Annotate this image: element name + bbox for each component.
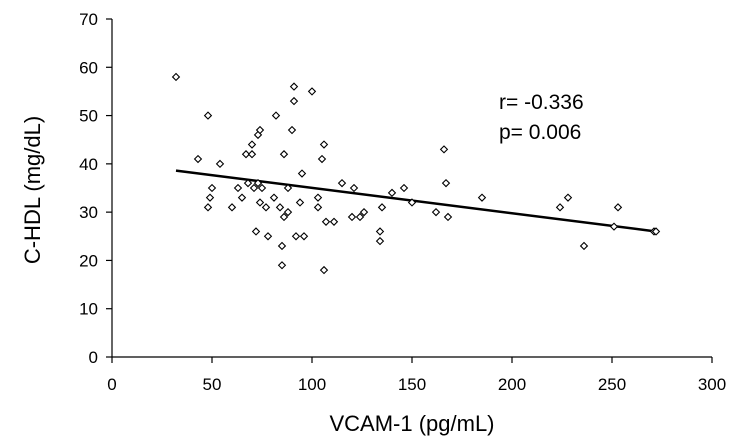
data-point (377, 203, 387, 212)
x-tick-label: 50 (203, 375, 222, 394)
data-point (555, 203, 565, 212)
data-point (439, 145, 449, 154)
data-point (387, 188, 397, 198)
data-point (253, 178, 263, 188)
data-point (249, 183, 259, 193)
data-point (321, 217, 331, 226)
regression-trendline (175, 169, 657, 233)
data-point (651, 227, 661, 236)
data-point (329, 217, 339, 226)
data-point (399, 183, 409, 193)
data-point (319, 265, 329, 275)
y-axis-ticks: 0 10 20 30 40 50 60 70 (79, 10, 112, 367)
data-point (261, 203, 271, 212)
data-point (207, 183, 217, 193)
x-tick-label: 200 (498, 375, 526, 394)
data-point (283, 207, 293, 217)
data-point (375, 227, 385, 236)
data-point (563, 193, 573, 202)
data-point (255, 198, 265, 207)
x-tick-label: 100 (298, 375, 326, 394)
x-tick-label: 250 (598, 375, 626, 394)
data-point (443, 212, 453, 222)
data-point (289, 96, 299, 106)
y-tick-label: 70 (79, 10, 98, 29)
data-point (289, 82, 299, 91)
data-points (171, 72, 661, 275)
data-point (271, 111, 281, 120)
data-point (477, 193, 487, 202)
data-point (349, 183, 359, 193)
axes (111, 19, 712, 358)
data-point (609, 222, 619, 231)
data-point (295, 198, 305, 207)
data-point (237, 193, 247, 202)
y-axis-title: C-HDL (mg/dL) (20, 116, 45, 264)
data-point (227, 203, 237, 212)
data-point (205, 193, 215, 202)
x-tick-label: 150 (398, 375, 426, 394)
data-point (257, 183, 267, 193)
data-point (613, 203, 623, 212)
data-point (299, 232, 309, 241)
y-tick-label: 20 (79, 251, 98, 270)
data-point (317, 154, 327, 164)
y-tick-label: 10 (79, 300, 98, 319)
y-tick-label: 60 (79, 58, 98, 77)
data-point (277, 241, 287, 251)
data-point (193, 154, 203, 164)
y-tick-label: 0 (89, 348, 98, 367)
x-axis-title: VCAM-1 (pg/mL) (329, 411, 494, 436)
x-tick-label: 300 (698, 375, 726, 394)
data-point (313, 203, 323, 212)
data-point (337, 178, 347, 188)
y-tick-label: 50 (79, 107, 98, 126)
data-point (297, 169, 307, 178)
data-point (279, 150, 289, 159)
y-tick-label: 30 (79, 203, 98, 222)
correlation-r-annotation: r= -0.336 (499, 91, 584, 114)
data-point (203, 111, 213, 120)
data-point (347, 212, 357, 222)
data-point (171, 72, 181, 82)
data-point (247, 140, 257, 149)
correlation-p-annotation: p= 0.006 (499, 121, 581, 144)
data-point (441, 178, 451, 188)
data-point (243, 178, 253, 188)
data-point (359, 207, 369, 217)
data-point (255, 125, 265, 135)
data-point (431, 207, 441, 217)
data-point (203, 203, 213, 212)
data-point (269, 193, 279, 202)
data-point (319, 140, 329, 149)
data-point (215, 159, 225, 169)
data-point (291, 232, 301, 241)
x-tick-label: 0 (107, 375, 116, 394)
data-point (407, 198, 417, 207)
data-point (277, 261, 287, 270)
data-point (307, 87, 317, 96)
data-point (251, 227, 261, 236)
data-point (287, 125, 297, 135)
data-point (241, 150, 251, 159)
data-point (263, 232, 273, 241)
y-tick-label: 40 (79, 155, 98, 174)
data-point (283, 183, 293, 193)
data-point (279, 212, 289, 222)
data-point (275, 203, 285, 212)
x-axis-ticks: 0 50 100 150 200 250 300 (107, 357, 726, 394)
data-point (313, 193, 323, 202)
data-point (247, 150, 257, 159)
data-point (233, 183, 243, 193)
data-point (355, 212, 365, 222)
data-point (375, 236, 385, 246)
data-point (579, 241, 589, 251)
